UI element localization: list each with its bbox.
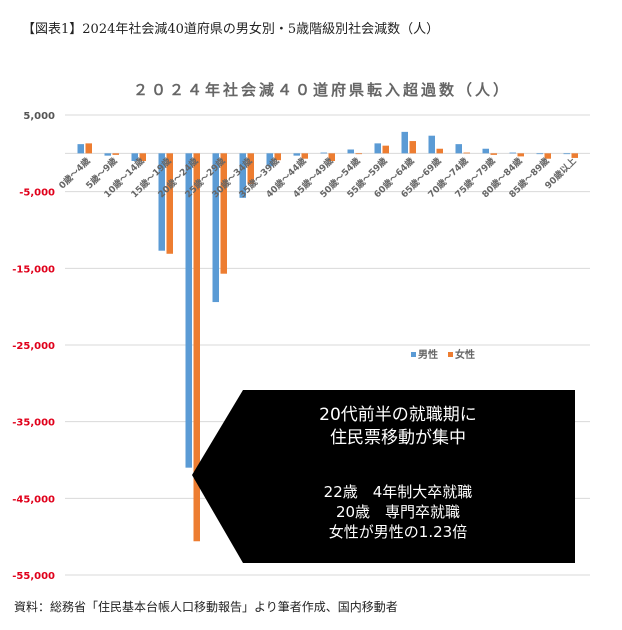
bar-female <box>112 153 119 155</box>
source-note: 資料：総務省「住民基本台帳人口移動報告」より筆者作成、国内移動者 <box>14 600 398 614</box>
y-tick-label: -5,000 <box>19 188 55 199</box>
bar-male <box>104 153 111 156</box>
bar-male <box>266 153 273 167</box>
bar-female <box>139 153 146 161</box>
legend-label: 女性 <box>455 348 475 361</box>
bar-female <box>193 153 200 542</box>
bar-male <box>293 153 300 156</box>
callout-headline: 20代前半の就職期に <box>319 405 477 425</box>
bar-male <box>77 144 84 154</box>
chart-title: ２０２４年社会減４０道府県転入超過数（人） <box>133 81 511 99</box>
bar-female <box>166 153 173 254</box>
callout-detail: 女性が男性の1.23倍 <box>329 523 467 541</box>
bar-female <box>220 153 227 274</box>
bar-female <box>463 152 470 154</box>
bar-male <box>455 144 462 154</box>
bar-male <box>320 152 327 154</box>
bar-male <box>239 153 246 198</box>
bar-female <box>436 148 443 154</box>
bar-male <box>509 152 516 154</box>
bar-female <box>517 153 524 157</box>
bar-male <box>536 153 543 155</box>
callout-box <box>192 390 575 563</box>
bar-male <box>428 135 435 154</box>
callout-detail: 22歳 4年制大卒就職 <box>324 483 473 501</box>
callout-detail: 20歳 専門卒就職 <box>336 503 460 521</box>
bar-male <box>347 149 354 154</box>
bar-female <box>85 143 92 154</box>
bar-male <box>212 153 219 303</box>
legend-swatch <box>448 352 453 357</box>
bar-male <box>374 143 381 154</box>
bar-female <box>301 153 308 159</box>
y-tick-label: -45,000 <box>12 494 55 505</box>
legend-swatch <box>411 352 416 357</box>
bar-female <box>247 153 254 184</box>
bar-male <box>482 148 489 154</box>
y-tick-label: -35,000 <box>12 418 55 429</box>
legend-label: 男性 <box>418 348 438 361</box>
bar-male <box>158 153 165 251</box>
bar-male <box>185 153 192 468</box>
bar-male <box>131 153 138 161</box>
bar-female <box>355 153 362 155</box>
bar-female <box>382 145 389 154</box>
bar-female <box>409 141 416 154</box>
y-tick-label: 5,000 <box>23 111 55 122</box>
bar-female <box>490 153 497 155</box>
bar-male <box>563 153 570 155</box>
y-tick-label: -25,000 <box>12 341 55 352</box>
bar-male <box>401 131 408 154</box>
y-tick-label: -15,000 <box>12 264 55 275</box>
figure-caption: 【図表1】2024年社会減40道府県の男女別・5歳階級別社会減数（人） <box>22 22 440 37</box>
bar-female <box>274 153 281 161</box>
callout-headline: 住民票移動が集中 <box>330 428 466 448</box>
bar-female <box>328 153 335 161</box>
bar-female <box>571 153 578 158</box>
bar-female <box>544 153 551 159</box>
y-tick-label: -55,000 <box>12 571 55 582</box>
